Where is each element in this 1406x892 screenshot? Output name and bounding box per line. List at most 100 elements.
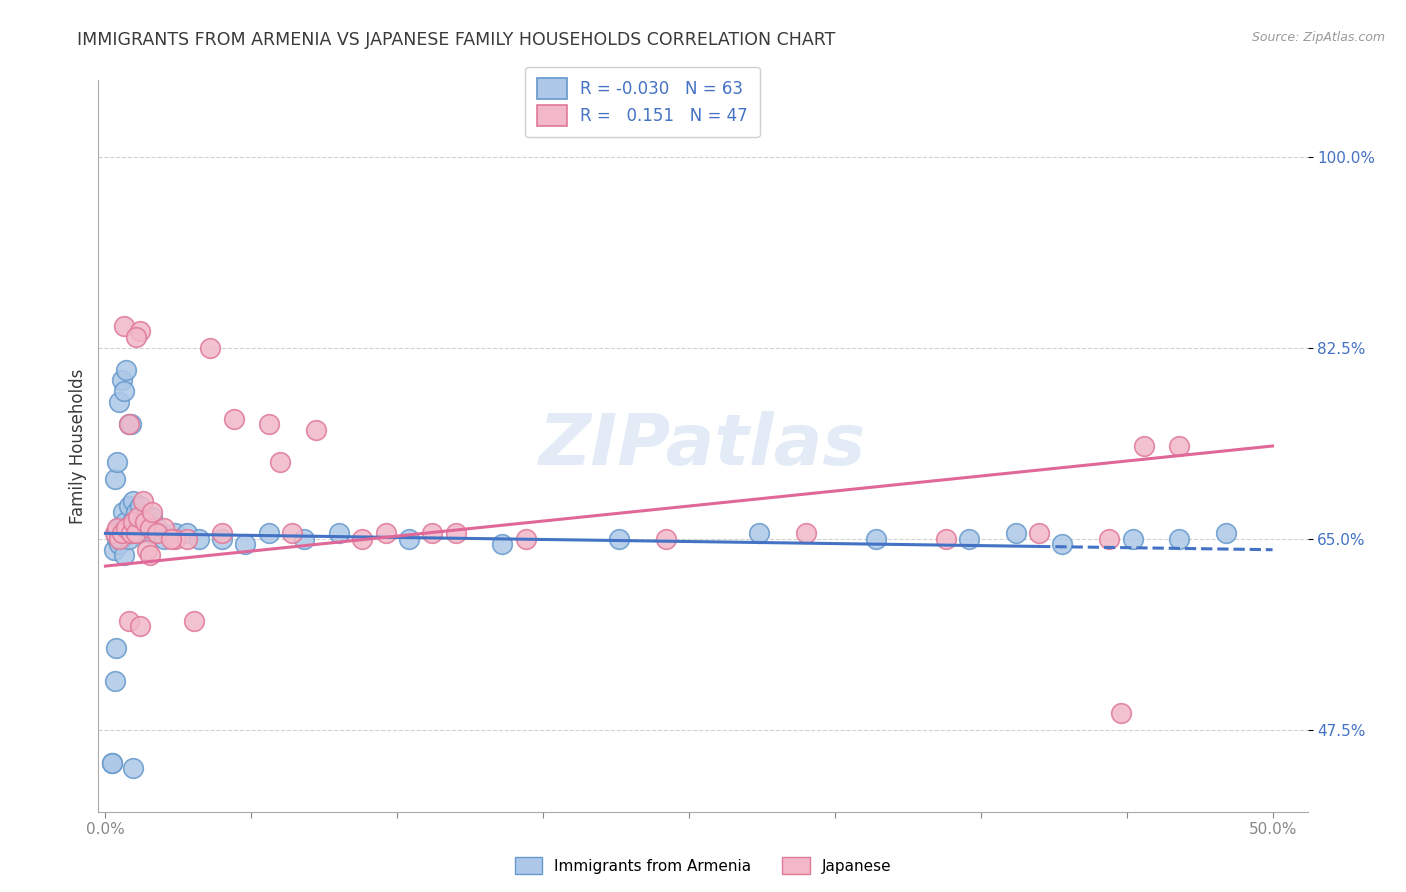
Point xyxy=(159,532,181,546)
Point xyxy=(165,532,187,546)
Point xyxy=(134,510,156,524)
Point xyxy=(125,504,148,518)
Point xyxy=(129,499,152,513)
Point xyxy=(141,510,163,524)
Point xyxy=(165,526,187,541)
Point xyxy=(281,526,304,541)
Point xyxy=(104,472,127,486)
Point xyxy=(141,504,163,518)
Point xyxy=(101,756,124,770)
Point xyxy=(129,619,152,633)
Point xyxy=(183,614,205,628)
Legend: R = -0.030   N = 63, R =   0.151   N = 47: R = -0.030 N = 63, R = 0.151 N = 47 xyxy=(526,67,759,137)
Point xyxy=(374,526,396,541)
Point xyxy=(152,532,174,546)
Point xyxy=(122,761,145,775)
Point xyxy=(1052,537,1074,551)
Point xyxy=(103,542,125,557)
Point xyxy=(108,395,131,409)
Point xyxy=(118,417,141,432)
Point xyxy=(304,423,326,437)
Point xyxy=(139,521,162,535)
Point xyxy=(187,532,209,546)
Text: ZIPatlas: ZIPatlas xyxy=(540,411,866,481)
Point xyxy=(211,532,233,546)
Point xyxy=(104,640,127,655)
Point xyxy=(105,521,128,535)
Text: IMMIGRANTS FROM ARMENIA VS JAPANESE FAMILY HOUSEHOLDS CORRELATION CHART: IMMIGRANTS FROM ARMENIA VS JAPANESE FAMI… xyxy=(77,31,835,49)
Point xyxy=(257,526,280,541)
Point xyxy=(101,756,124,770)
Point xyxy=(865,532,887,546)
Point xyxy=(134,516,156,530)
Text: Source: ZipAtlas.com: Source: ZipAtlas.com xyxy=(1251,31,1385,45)
Point xyxy=(257,417,280,432)
Point xyxy=(111,504,134,518)
Point xyxy=(139,526,162,541)
Point xyxy=(111,526,134,541)
Point xyxy=(108,532,131,546)
Point xyxy=(124,526,146,541)
Point xyxy=(222,411,245,425)
Point xyxy=(122,516,145,530)
Point xyxy=(200,341,222,355)
Point xyxy=(176,526,198,541)
Point xyxy=(115,362,138,376)
Point xyxy=(607,532,630,546)
Point xyxy=(122,493,145,508)
Point xyxy=(118,499,141,513)
Point xyxy=(120,526,142,541)
Point xyxy=(118,614,141,628)
Point xyxy=(120,526,142,541)
Y-axis label: Family Households: Family Households xyxy=(69,368,87,524)
Point xyxy=(1168,532,1191,546)
Point xyxy=(117,526,139,541)
Point xyxy=(112,384,135,399)
Point xyxy=(104,526,127,541)
Legend: Immigrants from Armenia, Japanese: Immigrants from Armenia, Japanese xyxy=(509,851,897,880)
Point xyxy=(328,526,350,541)
Point xyxy=(136,542,159,557)
Point xyxy=(105,532,128,546)
Point xyxy=(139,548,162,562)
Point xyxy=(127,526,149,541)
Point xyxy=(127,510,149,524)
Point xyxy=(136,521,159,535)
Point xyxy=(111,374,134,388)
Point xyxy=(1004,526,1026,541)
Point xyxy=(935,532,957,546)
Point xyxy=(269,455,291,469)
Point xyxy=(491,537,513,551)
Point xyxy=(105,455,128,469)
Point xyxy=(104,673,127,688)
Point xyxy=(235,537,257,551)
Point xyxy=(114,516,136,530)
Point xyxy=(111,526,134,541)
Point xyxy=(146,526,169,541)
Point xyxy=(120,417,142,432)
Point xyxy=(1028,526,1050,541)
Point xyxy=(1109,706,1132,721)
Point xyxy=(1121,532,1143,546)
Point xyxy=(1215,526,1237,541)
Point xyxy=(176,532,198,546)
Point xyxy=(118,532,141,546)
Point xyxy=(420,526,443,541)
Point xyxy=(112,548,135,562)
Point xyxy=(107,521,129,535)
Point xyxy=(654,532,676,546)
Point xyxy=(125,521,148,535)
Point xyxy=(132,516,155,530)
Point xyxy=(118,521,141,535)
Point xyxy=(352,532,374,546)
Point xyxy=(115,521,138,535)
Point xyxy=(1098,532,1121,546)
Point xyxy=(122,521,145,535)
Point xyxy=(110,532,132,546)
Point xyxy=(398,532,420,546)
Point xyxy=(515,532,537,546)
Point xyxy=(146,521,169,535)
Point xyxy=(129,324,152,338)
Point xyxy=(152,521,174,535)
Point xyxy=(292,532,315,546)
